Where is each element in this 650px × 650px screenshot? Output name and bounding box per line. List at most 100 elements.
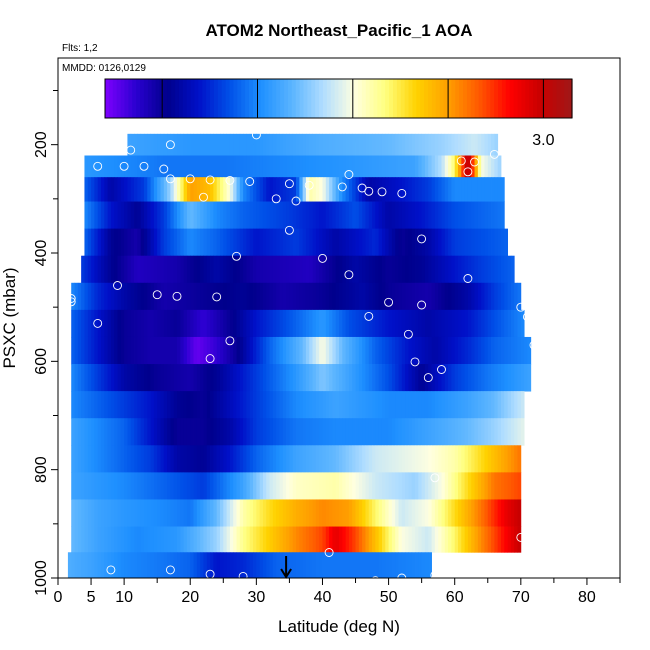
heatmap-cell bbox=[167, 445, 171, 473]
heatmap-cell bbox=[91, 255, 95, 284]
heatmap-cell bbox=[348, 155, 353, 178]
heatmap-cell bbox=[289, 255, 294, 284]
heatmap-cell bbox=[454, 418, 459, 446]
colorbar-segment bbox=[424, 79, 429, 118]
heatmap-cell bbox=[77, 336, 82, 365]
heatmap-cell bbox=[444, 526, 449, 553]
heatmap-cell bbox=[487, 472, 492, 500]
heatmap-cell bbox=[335, 309, 340, 338]
heatmap-cell bbox=[342, 445, 347, 473]
heatmap-cell bbox=[358, 552, 363, 579]
heatmap-cell bbox=[461, 472, 466, 500]
heatmap-cell bbox=[84, 472, 89, 500]
heatmap-cell bbox=[520, 391, 525, 419]
heatmap-cell bbox=[474, 445, 479, 473]
sample-point bbox=[437, 365, 446, 374]
heatmap-cell bbox=[467, 499, 472, 527]
heatmap-cell bbox=[127, 133, 132, 156]
heatmap-cell bbox=[454, 309, 459, 338]
heatmap-cell bbox=[134, 472, 138, 500]
heatmap-cell bbox=[256, 133, 261, 156]
heatmap-cell bbox=[134, 364, 138, 392]
heatmap-cell bbox=[259, 282, 264, 311]
heatmap-cell bbox=[91, 552, 95, 579]
sample-point bbox=[70, 161, 79, 171]
heatmap-cell bbox=[272, 418, 277, 446]
heatmap-cell bbox=[253, 526, 257, 553]
colorbar-segment bbox=[482, 79, 487, 118]
heatmap-cell bbox=[150, 445, 155, 473]
heatmap-cell bbox=[124, 552, 128, 579]
sample-point bbox=[113, 281, 122, 290]
heatmap-cell bbox=[408, 472, 413, 500]
heatmap-cell bbox=[302, 391, 307, 419]
heatmap-cell bbox=[143, 472, 148, 500]
heatmap-cell bbox=[272, 472, 277, 500]
heatmap-cell bbox=[375, 552, 380, 579]
heatmap-cell bbox=[378, 282, 383, 311]
heatmap-cell bbox=[418, 255, 423, 284]
heatmap-cell bbox=[421, 472, 426, 500]
heatmap-cell bbox=[319, 255, 323, 284]
heatmap-cell bbox=[451, 282, 456, 311]
heatmap-cell bbox=[114, 418, 118, 446]
heatmap-cell bbox=[276, 201, 280, 230]
heatmap-cell bbox=[249, 336, 254, 365]
heatmap-cell bbox=[408, 255, 413, 284]
heatmap-cell bbox=[487, 155, 492, 178]
heatmap-cell bbox=[322, 155, 327, 178]
heatmap-cell bbox=[177, 133, 181, 156]
heatmap-cell bbox=[97, 201, 102, 230]
heatmap-cell bbox=[213, 499, 218, 527]
heatmap-cell bbox=[296, 282, 300, 311]
heatmap-cell bbox=[405, 552, 409, 579]
heatmap-cell bbox=[150, 177, 155, 202]
heatmap-cell bbox=[309, 282, 313, 311]
heatmap-cell bbox=[91, 445, 95, 473]
heatmap-cell bbox=[147, 282, 151, 311]
heatmap-cell bbox=[239, 282, 244, 311]
heatmap-cell bbox=[365, 526, 370, 553]
heatmap-cell bbox=[177, 445, 181, 473]
heatmap-cell bbox=[461, 255, 466, 284]
heatmap-cell bbox=[355, 133, 360, 156]
heatmap-cell bbox=[193, 552, 198, 579]
heatmap-cell bbox=[150, 336, 155, 365]
colorbar-segment bbox=[143, 79, 149, 118]
heatmap-cell bbox=[140, 418, 145, 446]
heatmap-cell bbox=[315, 391, 320, 419]
heatmap-cell bbox=[243, 445, 247, 473]
heatmap-cell bbox=[137, 155, 142, 178]
heatmap-cell bbox=[315, 201, 320, 230]
heatmap-cell bbox=[378, 364, 383, 392]
heatmap-cell bbox=[421, 445, 426, 473]
heatmap-cell bbox=[97, 526, 102, 553]
heatmap-cell bbox=[259, 228, 264, 257]
heatmap-cell bbox=[190, 155, 194, 178]
heatmap-cell bbox=[441, 155, 446, 178]
heatmap-cell bbox=[345, 472, 350, 500]
heatmap-cell bbox=[160, 336, 165, 365]
heatmap-cell bbox=[130, 255, 135, 284]
heatmap-cell bbox=[362, 336, 366, 365]
heatmap-cell bbox=[282, 364, 287, 392]
heatmap-cell bbox=[322, 309, 327, 338]
heatmap-cell bbox=[167, 177, 171, 202]
heatmap-cell bbox=[431, 391, 436, 419]
heatmap-cell bbox=[296, 133, 300, 156]
heatmap-cell bbox=[312, 336, 317, 365]
heatmap-cell bbox=[299, 155, 304, 178]
heatmap-cell bbox=[226, 282, 231, 311]
colorbar-segment bbox=[116, 79, 122, 118]
heatmap-cell bbox=[487, 336, 492, 365]
heatmap-cell bbox=[319, 201, 323, 230]
heatmap-cell bbox=[210, 445, 214, 473]
colorbar-segment bbox=[416, 79, 421, 118]
heatmap-cell bbox=[124, 445, 128, 473]
sample-point bbox=[238, 571, 248, 581]
heatmap-cell bbox=[464, 391, 469, 419]
heatmap-cell bbox=[405, 526, 409, 553]
heatmap-cell bbox=[127, 309, 132, 338]
x-tick-label: 0 bbox=[54, 589, 63, 606]
heatmap-cell bbox=[342, 177, 347, 202]
